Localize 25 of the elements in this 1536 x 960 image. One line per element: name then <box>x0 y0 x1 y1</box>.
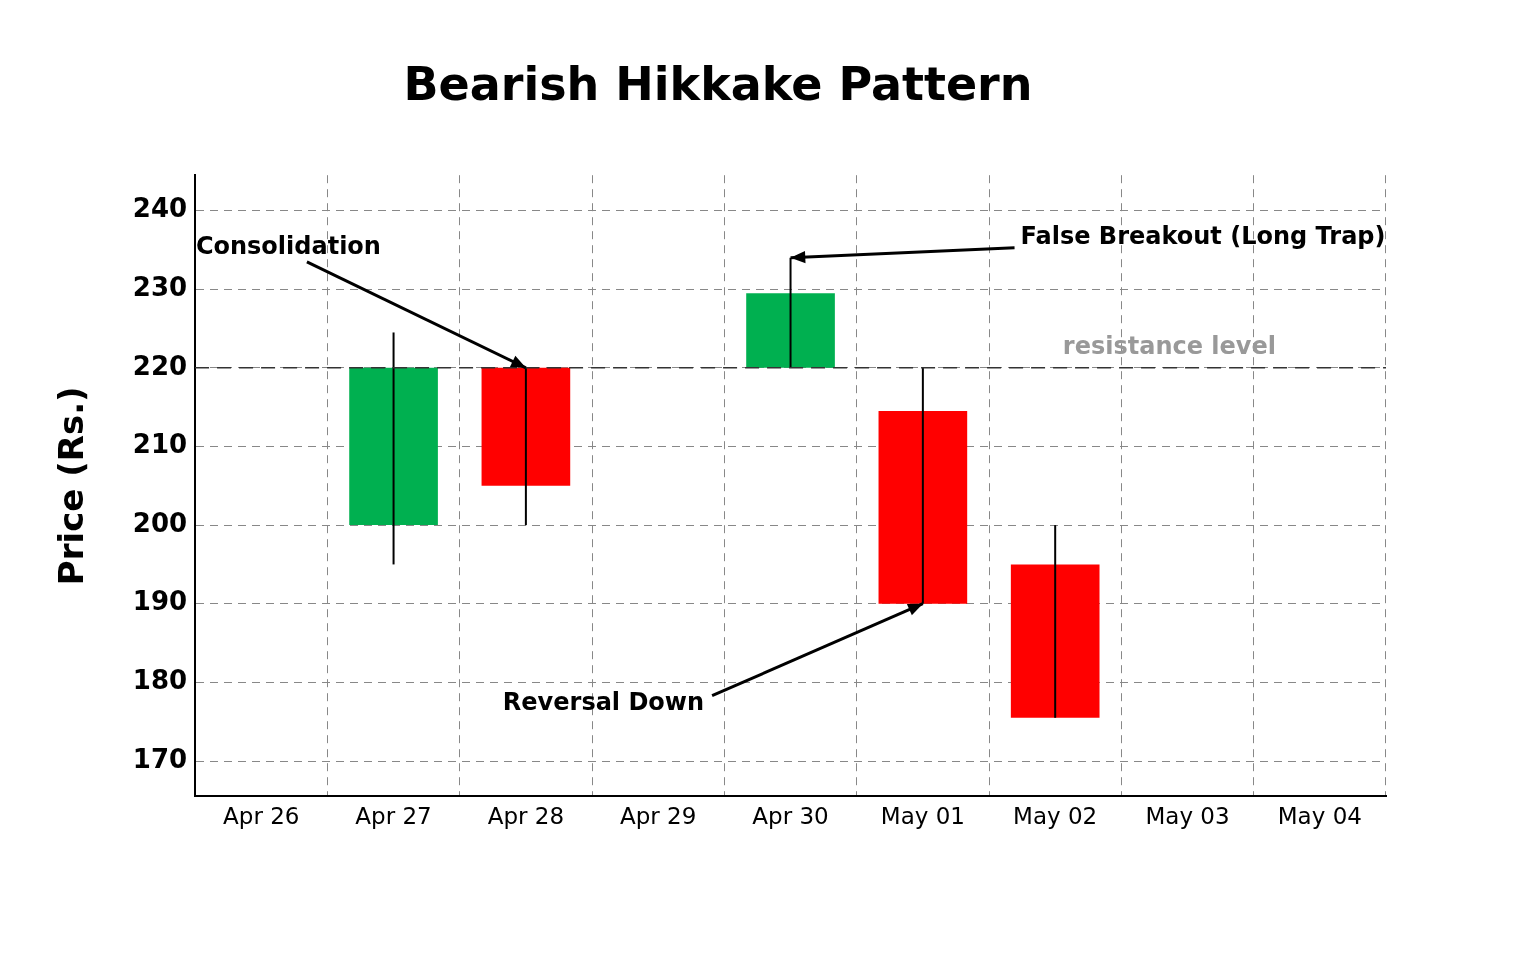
ref-line-label: resistance level <box>1062 332 1276 361</box>
x-tick-label: Apr 28 <box>487 803 565 830</box>
y-tick-label: 230 <box>132 271 188 302</box>
y-tick-label: 210 <box>132 429 188 460</box>
x-tick-label: May 02 <box>1013 803 1098 830</box>
annotation: Consolidation <box>195 232 381 261</box>
x-tick-label: Apr 29 <box>620 803 697 830</box>
x-tick-label: May 04 <box>1277 803 1362 830</box>
y-tick-label: 190 <box>132 586 188 617</box>
chart-title: Bearish Hikkake Pattern <box>403 56 1033 111</box>
x-tick-label: Apr 30 <box>752 803 829 830</box>
annotation: False Breakout (Long Trap) <box>1020 222 1386 250</box>
x-tick-label: May 01 <box>880 803 965 830</box>
annotation: Reversal Down <box>502 687 705 716</box>
candlestick <box>1010 524 1100 719</box>
x-tick-label: Apr 26 <box>223 803 300 830</box>
y-axis-title: Price (Rs.) <box>51 386 92 586</box>
x-tick-label: Apr 27 <box>355 803 432 830</box>
y-tick-label: 180 <box>132 665 188 696</box>
y-tick-label: 200 <box>132 507 188 538</box>
y-tick-label: 170 <box>132 743 188 774</box>
y-tick-label: 240 <box>132 193 188 224</box>
candlestick <box>349 331 438 566</box>
x-tick-label: May 03 <box>1145 803 1230 830</box>
y-tick-label: 220 <box>132 350 188 381</box>
